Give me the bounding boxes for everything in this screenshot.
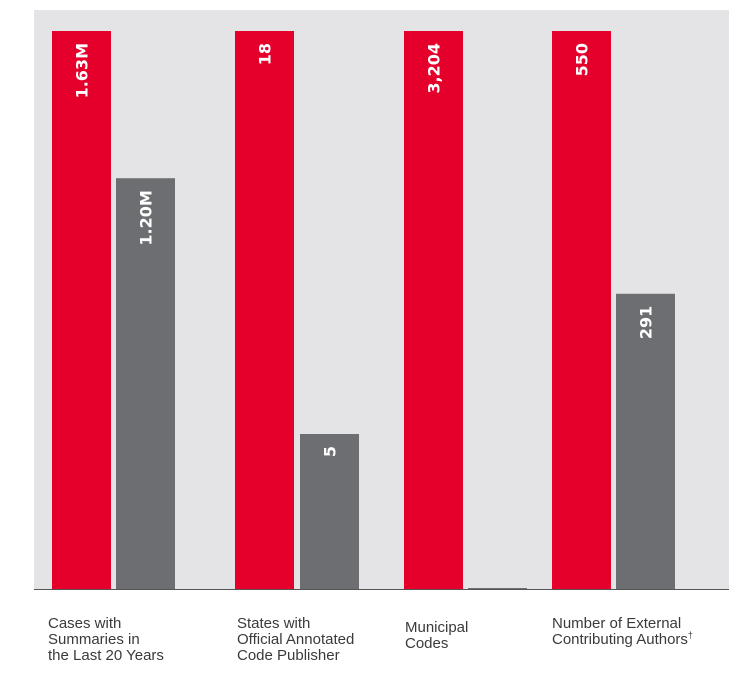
category-label-2: Municipal Codes	[405, 620, 468, 652]
category-label-line: Summaries in	[48, 631, 140, 648]
category-label-line: Cases with	[48, 615, 122, 632]
category-label-line: Code Publisher	[237, 647, 340, 664]
category-label-line: the Last 20 Years	[48, 647, 164, 664]
bar-series0-cat2	[404, 31, 463, 589]
category-label-line: Municipal	[405, 619, 469, 636]
bar-series1-cat1	[300, 434, 359, 589]
data-label-series0-cat1: 18	[256, 43, 275, 65]
category-label-line: States with	[237, 615, 311, 632]
bar-series0-cat3	[552, 31, 611, 589]
category-label-line: Official Annotated	[237, 631, 355, 648]
category-label-0: Cases with Summaries in the Last 20 Year…	[48, 616, 164, 664]
data-label-series0-cat0: 1.63M	[73, 43, 92, 98]
bar-series0-cat0	[52, 31, 111, 589]
category-label-line: Contributing Authors†	[552, 630, 693, 648]
data-label-series1-cat1: 5	[321, 446, 340, 457]
category-label-3: Number of External Contributing Authors†	[552, 616, 693, 648]
category-label-line: Number of External	[552, 615, 682, 632]
category-label-line: Codes	[405, 635, 449, 652]
category-label-1: States with Official Annotated Code Publ…	[237, 616, 354, 664]
footnote-marker: †	[687, 630, 693, 640]
bar-series1-cat2	[468, 588, 527, 589]
bar-series1-cat0	[116, 178, 175, 589]
data-label-series0-cat2: 3,204	[425, 43, 444, 94]
category-label-text: Contributing Authors	[552, 631, 688, 648]
data-label-series0-cat3: 550	[573, 43, 592, 76]
data-label-series1-cat2: 1	[489, 600, 508, 611]
data-label-series1-cat3: 291	[637, 306, 656, 339]
bar-series1-cat3	[616, 293, 675, 589]
bar-series0-cat1	[235, 31, 294, 589]
data-label-series1-cat0: 1.20M	[137, 190, 156, 245]
